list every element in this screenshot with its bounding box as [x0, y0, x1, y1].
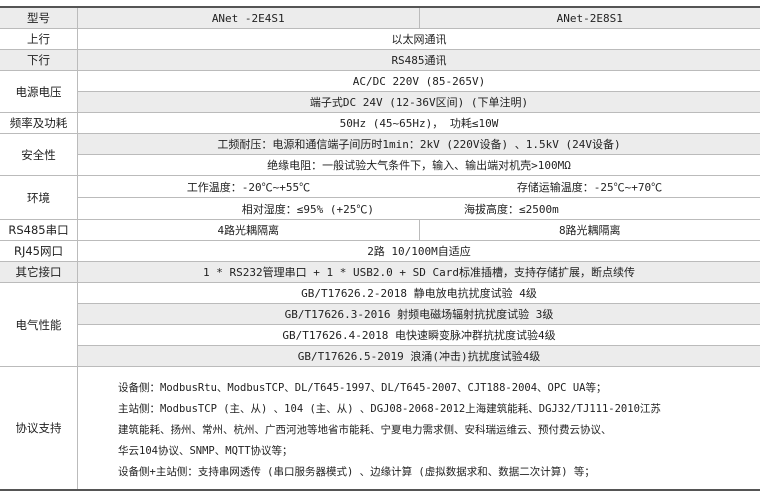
protocol-line: 建筑能耗、扬州、常州、杭州、广西河池等地省市能耗、宁夏电力需求侧、安科瑞运维云、… [118, 420, 760, 441]
row-label: RJ45网口 [0, 241, 78, 261]
power-value: 端子式DC 24V (12-36V区间) (下单注明) [78, 92, 760, 112]
row-label: 型号 [0, 8, 78, 28]
row-label: 电源电压 [0, 71, 78, 112]
safety-value: 绝缘电阻：一般试验大气条件下，输入、输出端对机壳>100MΩ [78, 155, 760, 175]
row-label: 环境 [0, 176, 78, 219]
protocol-line: 设备侧+主站侧：支持串网透传 (串口服务器模式) 、边缘计算 (虚拟数据求和、数… [118, 462, 760, 483]
model-1: ANet -2E4S1 [78, 8, 419, 28]
row-downlink: 下行 RS485通讯 [0, 50, 760, 71]
row-label: 频率及功耗 [0, 113, 78, 133]
emc-value: GB/T17626.2-2018 静电放电抗扰度试验 4级 [78, 283, 760, 304]
row-label: 其它接口 [0, 262, 78, 282]
downlink-value: RS485通讯 [78, 50, 760, 70]
rs485-value: 4路光耦隔离 [78, 220, 419, 240]
row-rj45: RJ45网口 2路 10/100M自适应 [0, 241, 760, 262]
freq-value: 50Hz (45~65Hz)， 功耗≤10W [78, 113, 760, 133]
protocol-line: 主站侧：ModbusTCP (主、从) 、104 (主、从) 、DGJ08-20… [118, 399, 760, 420]
rs485-value: 8路光耦隔离 [419, 220, 760, 240]
row-uplink: 上行 以太网通讯 [0, 29, 760, 50]
emc-value: GB/T17626.3-2016 射频电磁场辐射抗扰度试验 3级 [78, 304, 760, 325]
emc-value: GB/T17626.5-2019 浪涌(冲击)抗扰度试验4级 [78, 346, 760, 366]
env-value: 海拔高度：≤2500m [414, 198, 760, 219]
row-emc: 电气性能 GB/T17626.2-2018 静电放电抗扰度试验 4级 GB/T1… [0, 283, 760, 367]
protocol-line: 华云104协议、SNMP、MQTT协议等； [118, 441, 760, 462]
rj45-value: 2路 10/100M自适应 [78, 241, 760, 261]
row-power: 电源电压 AC/DC 220V (85-265V)端子式DC 24V (12-3… [0, 71, 760, 113]
uplink-value: 以太网通讯 [78, 29, 760, 49]
safety-value: 工频耐压：电源和通信端子间历时1min：2kV (220V设备) 、1.5kV … [78, 134, 760, 155]
env-value: 相对湿度：≤95% (+25℃) [78, 198, 414, 219]
model-2: ANet-2E8S1 [419, 8, 760, 28]
emc-value: GB/T17626.4-2018 电快速瞬变脉冲群抗扰度试验4级 [78, 325, 760, 346]
other-value: 1 * RS232管理串口 + 1 * USB2.0 + SD Card标准插槽… [78, 262, 760, 282]
power-value: AC/DC 220V (85-265V) [78, 71, 760, 92]
env-value: 工作温度：-20℃~+55℃ [78, 176, 419, 197]
protocol-line: 设备侧：ModbusRtu、ModbusTCP、DL/T645-1997、DL/… [118, 378, 760, 399]
row-label: 下行 [0, 50, 78, 70]
row-label: 安全性 [0, 134, 78, 175]
row-freq: 频率及功耗 50Hz (45~65Hz)， 功耗≤10W [0, 113, 760, 134]
row-safety: 安全性 工频耐压：电源和通信端子间历时1min：2kV (220V设备) 、1.… [0, 134, 760, 176]
row-label: 协议支持 [0, 367, 78, 489]
row-label: 上行 [0, 29, 78, 49]
row-label: RS485串口 [0, 220, 78, 240]
row-other: 其它接口 1 * RS232管理串口 + 1 * USB2.0 + SD Car… [0, 262, 760, 283]
row-label: 电气性能 [0, 283, 78, 366]
row-protocol: 协议支持 设备侧：ModbusRtu、ModbusTCP、DL/T645-199… [0, 367, 760, 489]
protocol-text: 设备侧：ModbusRtu、ModbusTCP、DL/T645-1997、DL/… [78, 367, 760, 489]
env-value: 存储运输温度：-25℃~+70℃ [419, 176, 760, 197]
